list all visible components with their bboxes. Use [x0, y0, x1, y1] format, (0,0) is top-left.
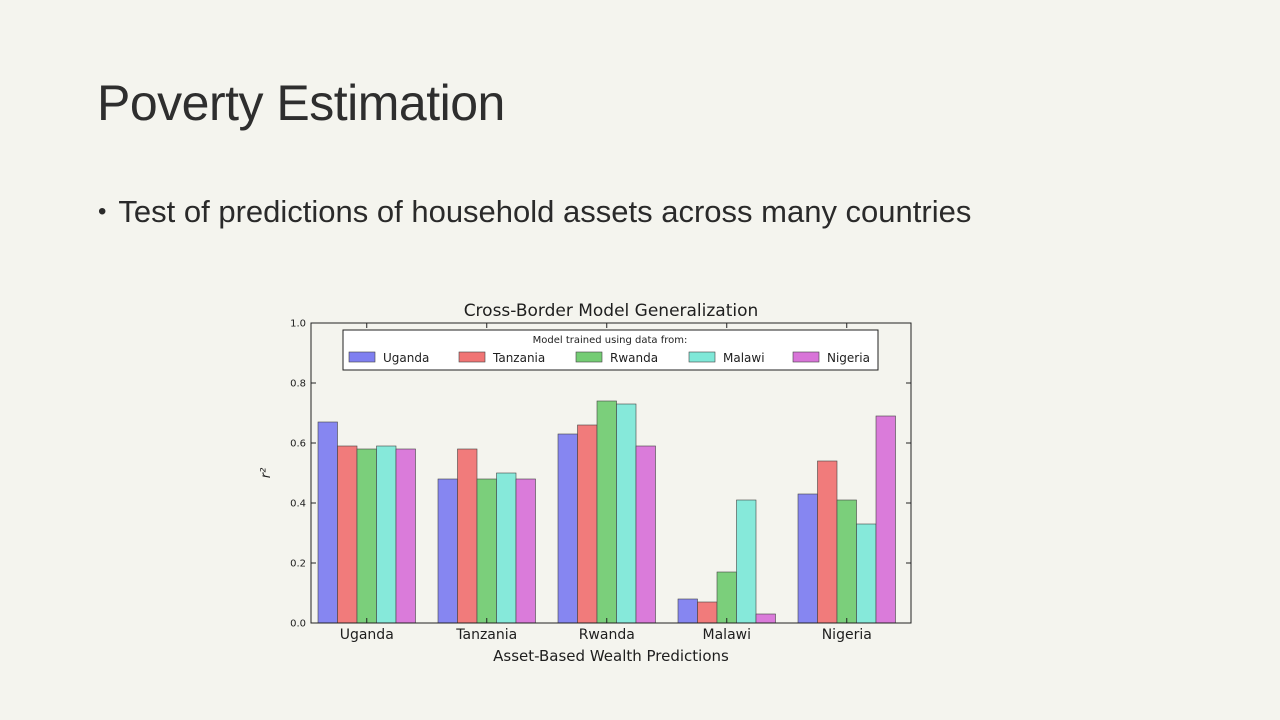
bar-rwanda-rwanda [596, 400, 617, 624]
legend-box [342, 329, 879, 371]
bar-tanzania-tanzania [457, 448, 478, 624]
legend-swatch-uganda [348, 351, 376, 363]
y-tick-label: 0.6 [290, 439, 306, 450]
legend-swatch-malawi [688, 351, 716, 363]
bar-malawi-rwanda [616, 403, 637, 624]
bar-uganda-uganda [317, 421, 338, 624]
legend-swatch-tanzania [458, 351, 486, 363]
slide-title: Poverty Estimation [97, 75, 505, 131]
bar-tanzania-nigeria [817, 460, 838, 624]
bar-nigeria-nigeria [875, 415, 896, 624]
legend-label-tanzania: Tanzania [492, 351, 545, 365]
legend-title: Model trained using data from: [533, 335, 688, 346]
legend-label-malawi: Malawi [723, 351, 765, 365]
bar-rwanda-uganda [356, 448, 377, 624]
bar-malawi-tanzania [496, 472, 517, 624]
legend: Model trained using data from: Uganda Tan… [342, 329, 879, 371]
y-tick-label: 0.0 [290, 619, 306, 630]
bar-uganda-tanzania [437, 478, 458, 624]
x-tick-label: Nigeria [822, 627, 872, 643]
bar-uganda-malawi [677, 598, 698, 624]
bar-nigeria-malawi [755, 613, 776, 624]
bar-uganda-nigeria [797, 493, 818, 624]
plot-frame [310, 322, 912, 624]
bar-nigeria-tanzania [515, 478, 536, 624]
bar-nigeria-uganda [395, 448, 416, 624]
bar-tanzania-rwanda [577, 424, 598, 624]
bar-rwanda-nigeria [836, 499, 857, 624]
y-axis-label: r² [259, 468, 274, 479]
bar-rwanda-malawi [716, 571, 737, 624]
bar-tanzania-uganda [337, 445, 358, 624]
bar-uganda-rwanda [557, 433, 578, 624]
bar-nigeria-rwanda [635, 445, 656, 624]
bar-malawi-uganda [376, 445, 397, 624]
y-axis: 0.0 0.2 0.4 0.6 0.8 1.0 [290, 319, 911, 630]
legend-label-uganda: Uganda [383, 351, 429, 365]
y-tick-label: 0.4 [290, 499, 306, 510]
bar-malawi-nigeria [856, 523, 877, 624]
bullet-marker: • [98, 198, 107, 225]
y-tick-label: 0.2 [290, 559, 306, 570]
x-axis: Uganda Tanzania Rwanda Malawi Nigeria [340, 323, 872, 643]
y-tick-label: 0.8 [290, 379, 306, 390]
legend-swatch-rwanda [575, 351, 603, 363]
legend-swatch-nigeria [792, 351, 820, 363]
x-tick-label: Rwanda [579, 627, 635, 643]
bar-tanzania-malawi [697, 601, 718, 624]
bar-rwanda-tanzania [476, 478, 497, 624]
legend-label-nigeria: Nigeria [827, 351, 870, 365]
chart-title: Cross-Border Model Generalization [464, 301, 759, 321]
y-tick-label: 1.0 [290, 319, 306, 330]
x-tick-label: Malawi [703, 627, 751, 643]
bullet-item: • Test of predictions of household asset… [98, 194, 971, 230]
legend-label-rwanda: Rwanda [610, 351, 658, 365]
bar-malawi-malawi [736, 499, 757, 624]
x-tick-label: Uganda [340, 627, 394, 643]
x-axis-label: Asset-Based Wealth Predictions [493, 647, 729, 665]
bars-layer [317, 400, 896, 624]
bullet-text: Test of predictions of household assets … [118, 194, 972, 229]
x-tick-label: Tanzania [455, 627, 517, 643]
